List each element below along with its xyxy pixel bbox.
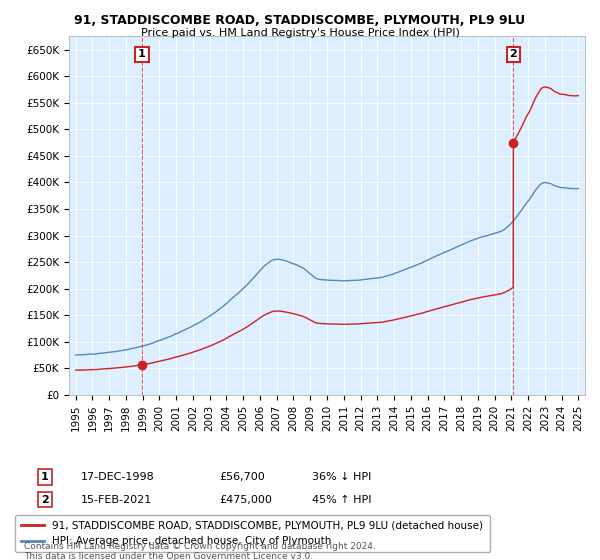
Text: 91, STADDISCOMBE ROAD, STADDISCOMBE, PLYMOUTH, PL9 9LU: 91, STADDISCOMBE ROAD, STADDISCOMBE, PLY… [74,14,526,27]
Text: £56,700: £56,700 [219,472,265,482]
Text: 1: 1 [138,49,146,59]
Text: 15-FEB-2021: 15-FEB-2021 [81,494,152,505]
Text: £475,000: £475,000 [219,494,272,505]
Legend: 91, STADDISCOMBE ROAD, STADDISCOMBE, PLYMOUTH, PL9 9LU (detached house), HPI: Av: 91, STADDISCOMBE ROAD, STADDISCOMBE, PLY… [15,515,490,552]
Text: 2: 2 [509,49,517,59]
Text: Price paid vs. HM Land Registry's House Price Index (HPI): Price paid vs. HM Land Registry's House … [140,28,460,38]
Text: 17-DEC-1998: 17-DEC-1998 [81,472,155,482]
Text: 45% ↑ HPI: 45% ↑ HPI [312,494,371,505]
Text: 2: 2 [41,494,49,505]
Text: 1: 1 [41,472,49,482]
Text: 36% ↓ HPI: 36% ↓ HPI [312,472,371,482]
Text: Contains HM Land Registry data © Crown copyright and database right 2024.
This d: Contains HM Land Registry data © Crown c… [24,542,376,560]
